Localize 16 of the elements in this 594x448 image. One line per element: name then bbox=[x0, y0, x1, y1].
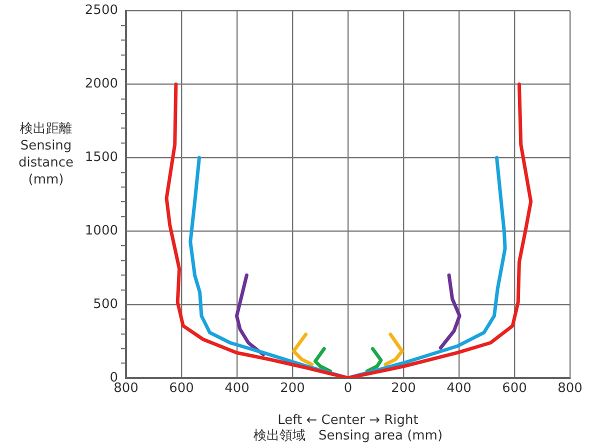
x-tick-label: 0 bbox=[344, 381, 352, 396]
x-tick-label: 200 bbox=[391, 381, 416, 396]
x-tick-label: 200 bbox=[280, 381, 305, 396]
y-tick-label: 1500 bbox=[84, 150, 118, 166]
x-tick-label: 400 bbox=[224, 381, 250, 396]
y-tick-label: 2500 bbox=[84, 3, 118, 18]
y-tick-label: 2000 bbox=[84, 76, 118, 92]
y-tick-label: 500 bbox=[93, 296, 118, 312]
x-tick-label: 400 bbox=[446, 381, 472, 396]
x-tick-label: 600 bbox=[502, 381, 527, 396]
x-tick-label: 800 bbox=[114, 381, 138, 396]
y-tick-label: 1000 bbox=[84, 223, 118, 238]
x-axis-title: Left ← Center → Right 検出領域 Sensing area (mm) bbox=[253, 412, 443, 444]
x-tick-label: 600 bbox=[169, 381, 194, 396]
y-axis-title: 検出距離 Sensing distance (mm) bbox=[18, 121, 74, 188]
x-tick-label: 800 bbox=[558, 381, 582, 396]
